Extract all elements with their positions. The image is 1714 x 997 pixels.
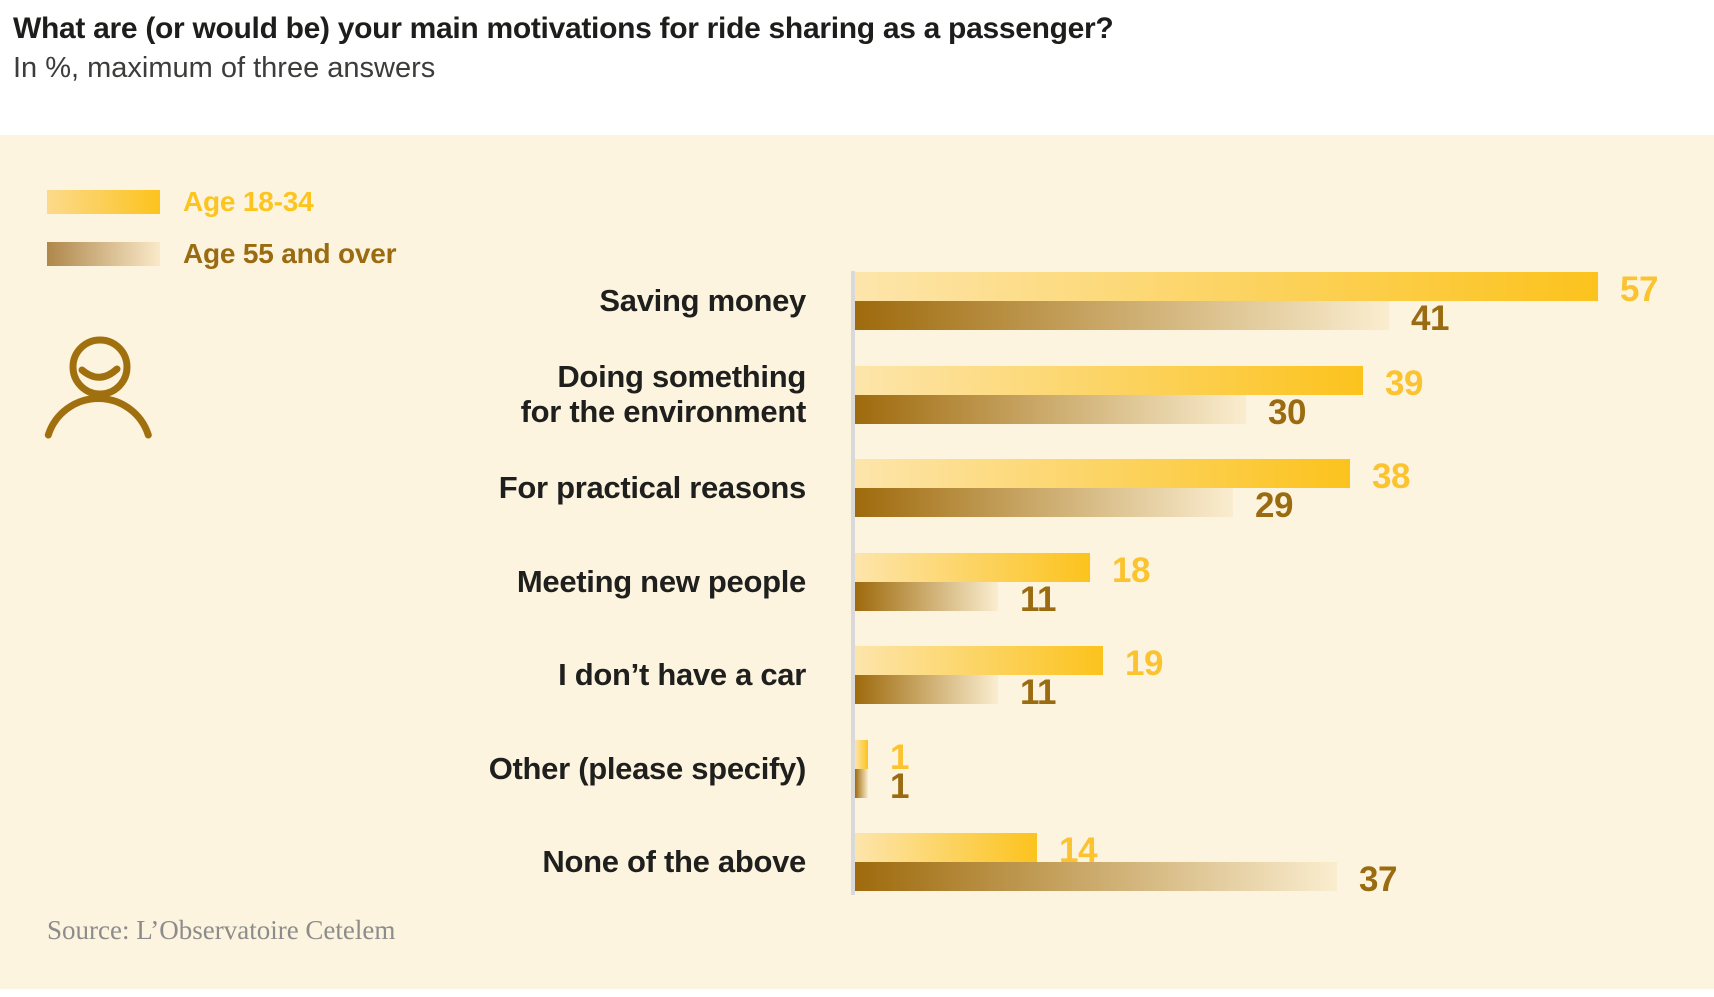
value-label-age-18-34: 57 [1620,270,1658,309]
legend-item-age-18-34: Age 18-34 [47,183,314,221]
category-label: Meeting new people [516,563,806,599]
value-label-age-18-34: 18 [1112,551,1150,590]
value-label-age-55-over: 41 [1411,299,1449,338]
bar-age-18-34 [855,833,1037,862]
value-label-age-55-over: 29 [1255,486,1293,525]
bar-age-55-over [855,395,1246,424]
bar-age-18-34 [855,740,868,769]
value-label-age-55-over: 11 [1020,580,1057,619]
chart-rows: Saving money 57 41 Doing something for the … [0,135,1714,989]
bar-age-55-over [855,301,1389,330]
bar-age-18-34 [855,366,1363,395]
legend-label-age-55-over: Age 55 and over [183,238,397,269]
bar-age-55-over [855,675,998,704]
bar-age-18-34 [855,646,1103,675]
value-label-age-55-over: 1 [890,767,909,806]
chart-panel: Age 18-34 Age 55 and over Saving money 57… [0,135,1714,989]
legend-label-age-18-34: Age 18-34 [183,186,314,217]
category-label: Other (please specify) [488,750,807,786]
category-label: Saving money [599,282,806,318]
bar-age-55-over [855,582,998,611]
legend-swatch-age-55-over [47,242,160,266]
page-subtitle: In %, maximum of three answers [13,52,436,84]
category-label: None of the above [542,843,806,879]
category-label: I don’t have a car [558,656,806,692]
value-label-age-18-34: 19 [1125,644,1163,683]
legend-item-age-55-over: Age 55 and over [47,235,397,273]
value-label-age-55-over: 37 [1359,860,1397,899]
value-label-age-18-34: 38 [1372,457,1410,496]
value-label-age-18-34: 1 [890,738,909,777]
legend-swatch-age-18-34 [47,190,160,214]
bar-age-55-over [855,488,1233,517]
value-label-age-55-over: 11 [1020,673,1057,712]
category-label: Doing something for the environment [520,359,807,429]
bar-age-55-over [855,769,868,798]
category-label: For practical reasons [498,469,807,505]
page-title: What are (or would be) your main motivat… [13,12,1114,45]
source-note: Source: L’Observatoire Cetelem [47,915,396,945]
bar-age-18-34 [855,553,1090,582]
bar-age-18-34 [855,272,1598,301]
axis-baseline [851,271,855,895]
bar-age-18-34 [855,459,1350,488]
bar-age-55-over [855,862,1337,891]
person-icon [44,336,152,439]
value-label-age-18-34: 39 [1385,364,1423,403]
value-label-age-55-over: 30 [1268,393,1306,432]
